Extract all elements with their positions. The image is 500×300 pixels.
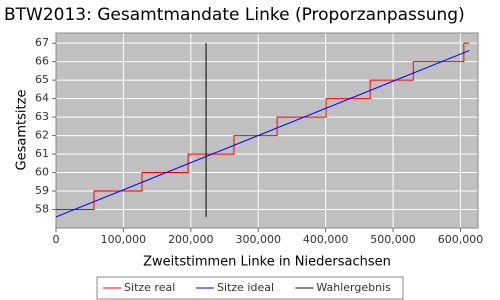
plot-area (56, 33, 478, 228)
x-axis-label: Zweitstimmen Linke in Niedersachsen (143, 255, 391, 270)
y-tick-label: 66 (35, 55, 49, 68)
y-tick-label: 60 (35, 166, 49, 179)
legend-box (96, 276, 404, 300)
legend-label: Sitze real (124, 281, 175, 294)
x-tick-label: 0 (53, 233, 60, 246)
y-tick-label: 62 (35, 129, 49, 142)
y-tick-label: 63 (35, 110, 49, 123)
x-tick-label: 500,000 (370, 233, 416, 246)
legend-label: Sitze ideal (217, 281, 274, 294)
series-line (55, 50, 470, 218)
x-tick-label: 400,000 (303, 233, 349, 246)
y-tick-label: 58 (35, 203, 49, 216)
x-tick-label: 600,000 (438, 233, 484, 246)
y-tick-label: 64 (35, 92, 49, 105)
y-tick-label: 67 (35, 36, 49, 49)
y-axis-label: Gesamtsitze (15, 90, 30, 171)
y-tick-label: 59 (35, 184, 49, 197)
y-tick-label: 65 (35, 73, 49, 86)
plot-border (55, 32, 479, 229)
x-tick-label: 200,000 (168, 233, 214, 246)
x-tick-label: 300,000 (235, 233, 281, 246)
chart-title: BTW2013: Gesamtmandate Linke (Proporzanp… (4, 5, 465, 25)
series-line (56, 42, 470, 211)
y-tick-label: 61 (35, 147, 49, 160)
legend-label: Wahlergebnis (316, 281, 391, 294)
x-tick-label: 100,000 (101, 233, 147, 246)
